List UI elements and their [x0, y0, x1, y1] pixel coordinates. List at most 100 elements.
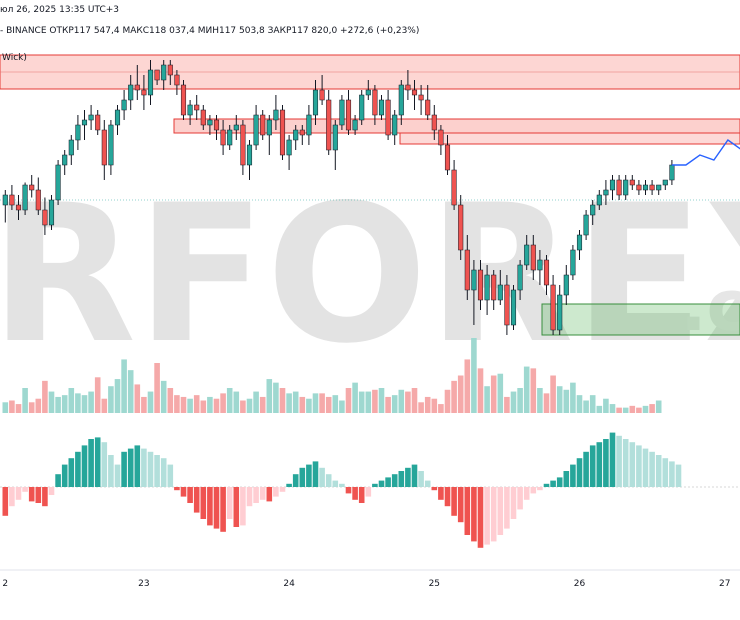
volume-bar: [543, 393, 550, 413]
volume-bar: [444, 389, 451, 413]
watermark-main: RFOREX: [0, 164, 740, 385]
candle-body: [240, 124, 246, 166]
histogram-bar: [629, 442, 636, 487]
histogram-bar: [589, 445, 596, 487]
histogram-bar: [319, 467, 325, 487]
histogram-bar: [464, 487, 471, 535]
histogram-bar: [424, 480, 431, 487]
candle-body: [286, 139, 292, 156]
volume-bar: [167, 388, 174, 413]
histogram-bar: [306, 464, 312, 487]
volume-bar: [510, 391, 517, 413]
volume-bar: [114, 379, 121, 413]
histogram-bar: [273, 487, 279, 497]
volume-bar: [596, 405, 603, 413]
candle-body: [576, 234, 583, 251]
volume-bar: [332, 395, 339, 413]
candle-body: [319, 89, 325, 101]
volume-bar: [134, 384, 141, 413]
volume-bar: [273, 382, 279, 413]
candle-body: [207, 119, 213, 126]
candle-body: [484, 274, 490, 301]
volume-bar: [68, 388, 75, 413]
histogram-bar: [444, 487, 451, 507]
volume-bar: [398, 389, 405, 413]
histogram-bar: [378, 480, 385, 487]
histogram-bar: [134, 445, 141, 487]
histogram-bar: [220, 487, 226, 532]
volume-bar: [220, 393, 226, 413]
x-axis: 2 23 24 25 26 27: [0, 569, 740, 589]
volume-bar: [312, 393, 319, 413]
histogram-bar: [292, 474, 299, 487]
histogram-bar: [431, 487, 438, 491]
volume-bar: [523, 366, 530, 413]
volume-bar: [385, 396, 391, 413]
watermark-small: .c: [680, 265, 740, 347]
candle-body: [29, 184, 35, 191]
volume-bar: [418, 402, 424, 413]
candle-body: [530, 244, 536, 271]
header-date: юл 26, 2025 13:35 UTC+3: [0, 5, 119, 15]
candle-body: [68, 139, 74, 156]
histogram-bar: [226, 487, 233, 519]
candle-body: [220, 129, 226, 146]
volume-bar: [537, 388, 543, 413]
candle-body: [603, 189, 609, 196]
histogram-bar: [622, 439, 629, 487]
histogram-bar: [312, 461, 319, 487]
histogram-bar: [174, 487, 180, 491]
volume-bar: [358, 391, 365, 413]
candle-body: [656, 184, 662, 191]
histogram: [0, 432, 740, 548]
volume-bar: [75, 393, 81, 413]
candle-body: [557, 294, 563, 331]
candle-body: [81, 119, 88, 126]
histogram-bar: [609, 432, 616, 487]
histogram-bar: [108, 455, 114, 487]
histogram-bar: [471, 487, 477, 542]
histogram-bar: [649, 451, 655, 487]
candle-body: [385, 99, 391, 136]
candle-body: [62, 154, 68, 166]
histogram-bar: [669, 461, 675, 487]
candle-body: [550, 284, 556, 331]
volume-bar: [583, 400, 589, 413]
candle-body: [570, 249, 576, 276]
volume-bar: [180, 396, 187, 413]
histogram-bar: [160, 458, 167, 487]
projection-line: [671, 139, 740, 166]
candle-body: [167, 64, 173, 76]
volume-bar: [319, 393, 325, 413]
volume-bar: [279, 388, 286, 413]
histogram-bar: [259, 487, 266, 500]
x-tick-label: 24: [283, 579, 295, 589]
volume-bar: [411, 388, 418, 413]
histogram-bar: [517, 487, 523, 510]
volume-bar: [9, 400, 15, 413]
histogram-bar: [141, 448, 147, 487]
volume-bar: [497, 373, 504, 413]
histogram-bar: [523, 487, 530, 500]
candle-body: [147, 69, 154, 96]
candle-body: [161, 64, 167, 81]
histogram-bar: [88, 439, 94, 487]
volume-bar: [266, 379, 273, 413]
candle-body: [35, 189, 41, 211]
histogram-bar: [147, 451, 154, 487]
volume-bar: [240, 400, 246, 413]
candle-body: [609, 179, 616, 191]
volume-bar: [457, 375, 464, 413]
volume-bar: [563, 389, 570, 413]
volume-bar: [484, 386, 490, 413]
candle-body: [444, 144, 451, 171]
histogram-bar: [675, 464, 682, 487]
candle-body: [266, 119, 272, 136]
candle-body: [649, 184, 655, 191]
candle-body: [95, 114, 101, 131]
histogram-bar: [233, 487, 240, 527]
candle-body: [596, 194, 602, 206]
histogram-bar: [9, 487, 15, 507]
candle-body: [372, 89, 378, 116]
histogram-bar: [114, 464, 121, 487]
